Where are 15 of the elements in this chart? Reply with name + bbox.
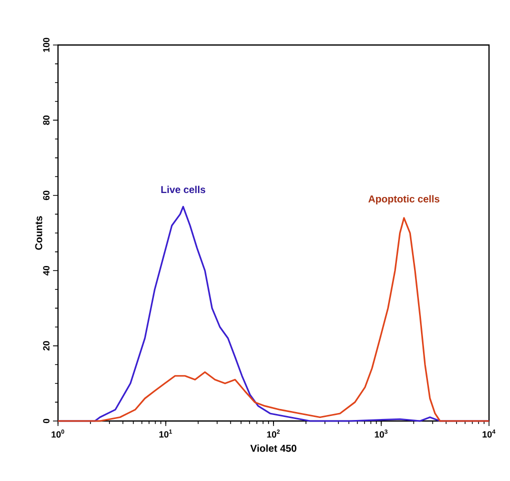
x-tick-label: 10$^{3}$ bbox=[374, 430, 388, 438]
y-tick-label: 40 bbox=[43, 266, 50, 276]
x-tick-label: 10$^{4}$ bbox=[482, 430, 496, 438]
y-tick-label: 80 bbox=[43, 116, 50, 125]
x-tick-label: 10$^{1}$ bbox=[159, 430, 172, 438]
y-tick-label: 60 bbox=[43, 190, 50, 200]
y-tick-label: 100 bbox=[43, 38, 50, 52]
x-tick-label: 10$^{2}$ bbox=[267, 430, 280, 438]
x-axis-title: Violet 450 bbox=[250, 444, 296, 452]
series-label: Live cells bbox=[161, 186, 206, 194]
series-label: Apoptotic cells bbox=[368, 195, 440, 204]
x-tick-label: 10$^{0}$ bbox=[52, 430, 64, 438]
y-axis-title: Counts bbox=[35, 216, 42, 250]
y-tick-label: 20 bbox=[43, 341, 50, 350]
y-tick-label: 0 bbox=[43, 418, 50, 424]
